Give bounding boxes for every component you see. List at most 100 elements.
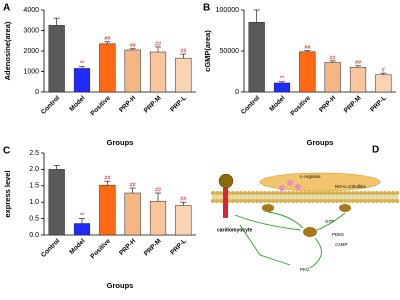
x-tick-label: Positive (289, 94, 312, 117)
bead (375, 191, 379, 195)
bead (327, 199, 331, 203)
bead (303, 199, 307, 203)
bead (251, 199, 255, 203)
bar (175, 205, 192, 236)
bar (48, 169, 65, 236)
bead (339, 191, 343, 195)
bead (267, 199, 271, 203)
x-tick-label: Model (68, 238, 86, 256)
x-tick-label: Positive (89, 237, 112, 260)
y-tick-label: 1.0 (29, 199, 39, 206)
x-axis-label: Groups (107, 138, 134, 147)
bead (347, 191, 351, 195)
bead (331, 191, 335, 195)
annotation: ## (304, 45, 311, 51)
y-tick-label: 0 (35, 89, 39, 96)
bar (124, 192, 141, 236)
x-axis-label: Groups (307, 138, 334, 147)
bead (299, 191, 303, 195)
bead (319, 199, 323, 203)
bead (255, 199, 259, 203)
x-tick-label: Control (40, 238, 61, 259)
annotation: # (382, 68, 386, 74)
annotation: ## (130, 183, 137, 189)
bar (349, 67, 367, 93)
enzyme (303, 227, 317, 237)
bead (267, 191, 271, 195)
x-tick-label: Positive (89, 94, 112, 117)
bead (231, 199, 235, 203)
panel-letter: B (203, 3, 210, 14)
bar (124, 49, 141, 93)
y-tick-label: 0.0 (29, 232, 39, 239)
annotation: ## (155, 187, 162, 193)
bead (395, 199, 399, 203)
diagram-label: NO+L-Citrulline (335, 184, 366, 189)
x-tick-label: Model (268, 95, 286, 113)
panel-letter: D (372, 145, 379, 156)
bead (383, 199, 387, 203)
bead (323, 191, 327, 195)
bead (359, 199, 363, 203)
bead (327, 191, 331, 195)
diagram-label: PDE5 (332, 232, 344, 237)
bar (99, 43, 116, 93)
bead (343, 191, 347, 195)
bead (247, 191, 251, 195)
bead (335, 191, 339, 195)
membrane-beads (211, 191, 399, 203)
bead (371, 191, 375, 195)
bead (359, 191, 363, 195)
annotation: ## (180, 49, 187, 55)
bead (283, 199, 287, 203)
bead (243, 199, 247, 203)
bead (275, 199, 279, 203)
x-tick-label: PRP-M (143, 238, 163, 258)
annotation: ## (104, 36, 111, 42)
bead (231, 191, 235, 195)
bead (319, 191, 323, 195)
x-tick-label: Model (68, 95, 86, 113)
bead (347, 199, 351, 203)
y-axis-label: express level (3, 170, 12, 217)
channel (223, 188, 228, 218)
bead (239, 191, 243, 195)
bead (363, 199, 367, 203)
bead (363, 191, 367, 195)
y-tick-label: 0 (235, 89, 239, 96)
bead (235, 199, 239, 203)
bead (323, 199, 327, 203)
bead (259, 191, 263, 195)
y-tick-label: 100000 (216, 7, 239, 14)
bar (149, 51, 167, 93)
bead (379, 191, 383, 195)
bar (73, 68, 91, 93)
diagram: D L-Arginine NO+L-Citrulline cardiomyocy… (211, 145, 399, 272)
x-tick-label: PRP-L (369, 95, 388, 114)
bead (211, 199, 215, 203)
x-axis-label: Groups (107, 281, 134, 290)
bar (299, 51, 316, 93)
bead (251, 191, 255, 195)
bar (99, 184, 116, 236)
bar (273, 82, 291, 93)
bead (291, 199, 295, 203)
y-tick-label: 0.5 (29, 215, 39, 222)
x-tick-label: PRP-L (169, 238, 188, 257)
bead (371, 199, 375, 203)
bar (48, 25, 65, 93)
y-axis-label: Adenosine(area) (3, 21, 12, 80)
x-tick-label: PRP-L (169, 95, 188, 114)
annotation: ** (80, 213, 85, 219)
diagram-label: PKG (300, 267, 310, 272)
receptor (218, 173, 234, 189)
bead (343, 199, 347, 203)
bead (219, 191, 223, 195)
x-tick-label: PRP-H (118, 94, 137, 113)
bead (387, 199, 391, 203)
bead (311, 199, 315, 203)
bead (315, 199, 319, 203)
bead (303, 191, 307, 195)
